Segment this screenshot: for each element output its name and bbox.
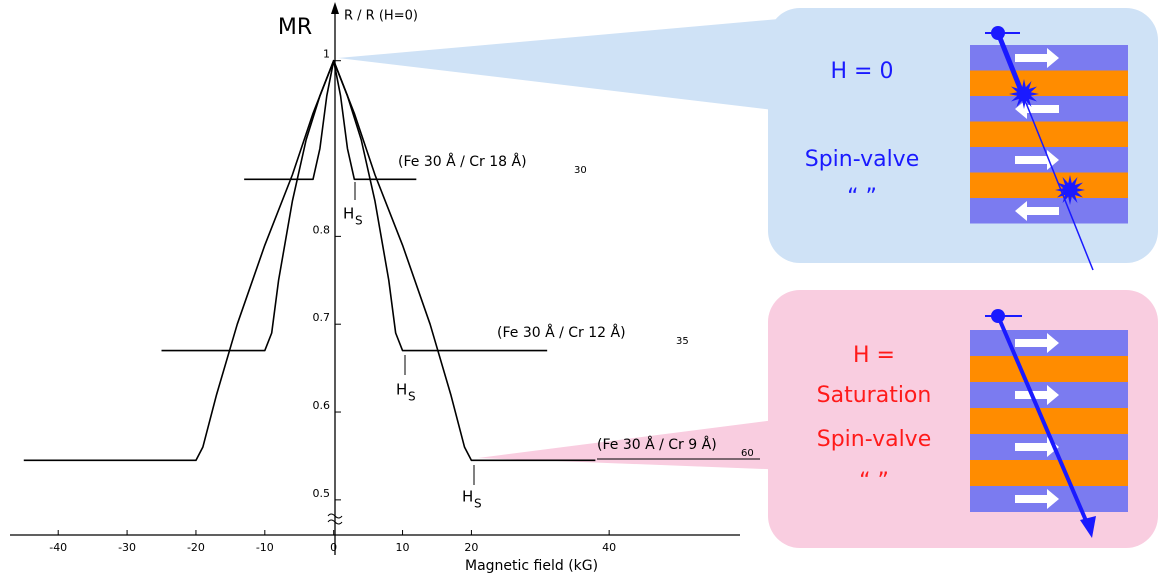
axis-break (327, 513, 343, 525)
series-line (23, 59, 596, 462)
layer (970, 172, 1128, 198)
wedge (338, 18, 790, 112)
series-line (244, 59, 417, 181)
callout-text: Saturation (817, 383, 932, 408)
hs-label: H (462, 488, 473, 506)
callout-text: H = (853, 343, 895, 368)
x-axis-label: Magnetic field (kG) (465, 558, 598, 574)
y-tick-label: 0.7 (313, 311, 331, 324)
callout-text: Spin-valve (805, 147, 920, 172)
hs-sub: S (474, 497, 482, 511)
x-tick-label: -20 (187, 541, 205, 554)
x-tick-label: 20 (464, 541, 478, 554)
y-tick-label: 1 (323, 48, 330, 61)
spin-arrow (1015, 201, 1059, 221)
layer-stacks (970, 26, 1128, 538)
layer (970, 460, 1128, 486)
spin-arrow (1015, 150, 1059, 170)
series-label: (Fe 30 Å / Cr 18 Å) (398, 153, 527, 170)
callout-text: Spin-valve (817, 427, 932, 452)
x-tick-label: 40 (602, 541, 616, 554)
series-label: (Fe 30 Å / Cr 9 Å) (597, 436, 717, 453)
spin-arrow (1015, 437, 1059, 457)
series-label-sub: 30 (574, 165, 587, 176)
chart-title: MR (278, 15, 312, 40)
scatter-event (1009, 79, 1039, 109)
wedge (478, 418, 790, 470)
callout-text: “ ” (859, 469, 889, 494)
series-label-sub: 35 (676, 336, 689, 347)
hs-arrows (354, 182, 475, 485)
spin-arrow (1015, 333, 1059, 353)
electron-path (996, 315, 1092, 531)
x-tick-label: -30 (118, 541, 136, 554)
series-label-sub: 60 (741, 448, 754, 459)
arrowhead (1080, 516, 1096, 538)
callout-text: H = 0 (831, 59, 894, 84)
scatter-event (1055, 175, 1085, 205)
hs-label: H (396, 381, 407, 399)
y-axis-label: R / R (H=0) (344, 9, 418, 24)
series-label: (Fe 30 Å / Cr 12 Å) (497, 324, 626, 341)
y-tick-label: 0.6 (313, 399, 331, 412)
x-tick-label: 0 (330, 541, 337, 554)
layer (970, 121, 1128, 147)
layer (970, 70, 1128, 96)
hs-sub: S (408, 390, 416, 404)
layer (970, 356, 1128, 382)
hs-label: H (343, 205, 354, 223)
x-tick-label: -40 (49, 541, 67, 554)
x-tick-label: -10 (256, 541, 274, 554)
spin-arrow (1015, 48, 1059, 68)
x-tick-label: 10 (396, 541, 410, 554)
y-tick-label: 0.8 (313, 223, 331, 236)
series-line (161, 59, 548, 352)
axis-arrow (331, 2, 339, 14)
hs-sub: S (355, 214, 363, 228)
callout-text: “ ” (847, 185, 877, 210)
y-tick-label: 0.5 (313, 487, 331, 500)
spin-arrow (1015, 489, 1059, 509)
spin-arrow (1015, 385, 1059, 405)
